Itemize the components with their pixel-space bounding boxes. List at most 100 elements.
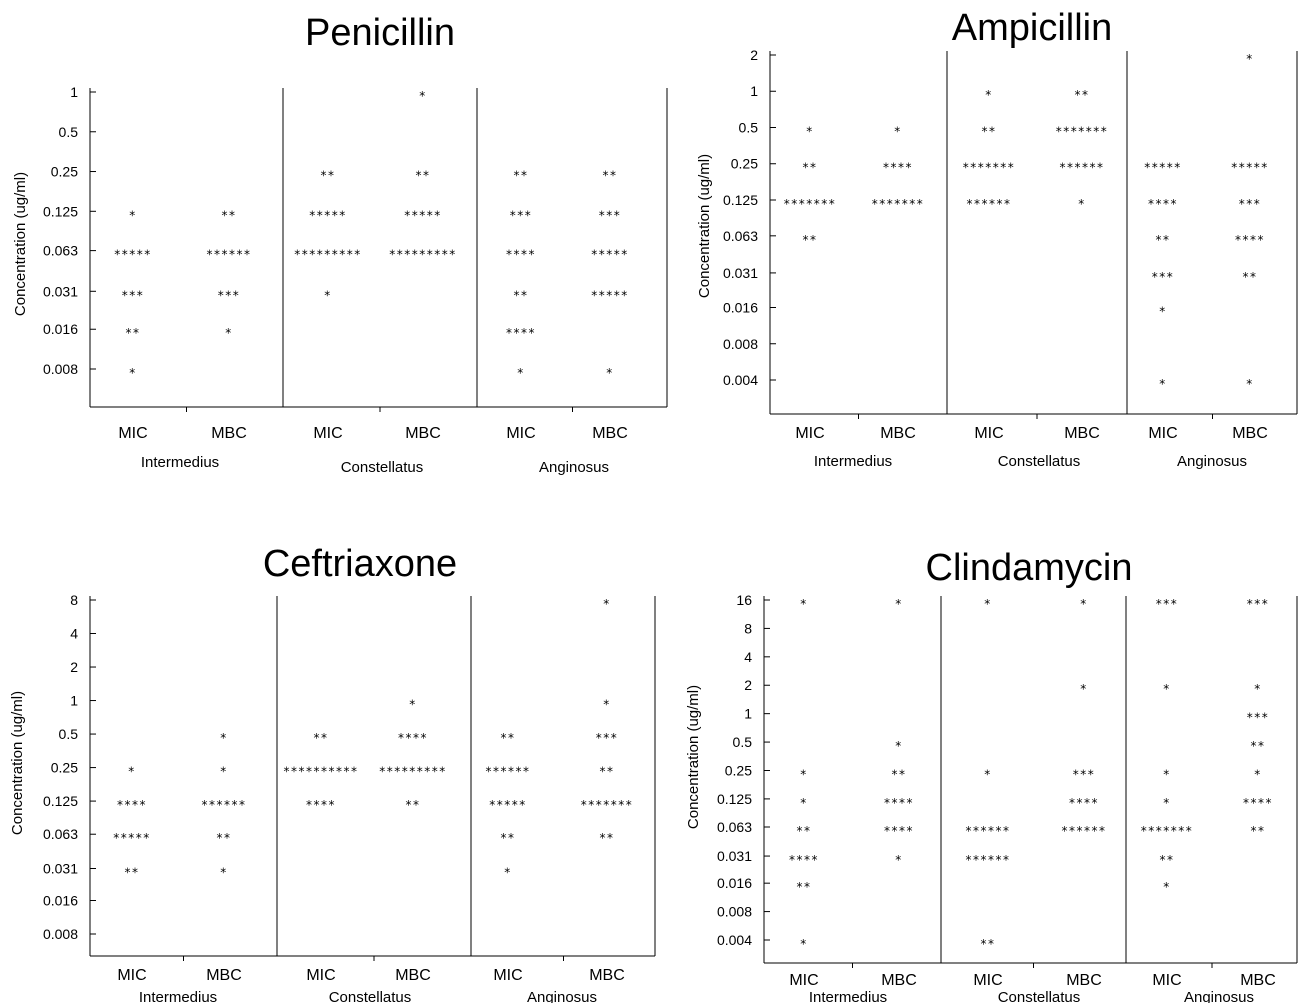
y-tick-label: 0.125: [43, 203, 78, 219]
data-point-stars: **: [797, 880, 812, 894]
x-group-label: Constellatus: [998, 989, 1081, 1003]
data-point-stars: ***: [1247, 597, 1270, 611]
y-axis-label: Concentration (ug/ml): [696, 154, 713, 298]
y-tick-label: 0.125: [43, 793, 78, 809]
x-category-label: MIC: [117, 967, 146, 984]
data-point-stars: *: [603, 698, 611, 712]
x-category-label: MIC: [306, 967, 335, 984]
chart-title: Ampicillin: [952, 7, 1112, 49]
data-point-stars: *****: [1231, 161, 1269, 175]
data-point-stars: ****: [117, 798, 147, 812]
y-tick-label: 0.063: [723, 228, 758, 244]
data-point-stars: ***: [599, 208, 622, 222]
data-point-stars: *******: [581, 798, 634, 812]
data-point-stars: *: [225, 326, 233, 340]
x-category-label: MBC: [1240, 972, 1276, 989]
data-point-stars: **: [222, 208, 237, 222]
y-tick-label: 0.5: [59, 124, 79, 140]
data-point-stars: *********: [389, 248, 457, 262]
data-point-stars: **: [797, 824, 812, 838]
data-point-stars: *: [894, 124, 902, 138]
data-point-stars: **: [982, 124, 997, 138]
y-tick-label: 1: [70, 693, 78, 709]
data-point-stars: *: [1163, 880, 1171, 894]
data-point-stars: *: [1254, 767, 1262, 781]
x-category-label: MIC: [118, 425, 147, 442]
y-tick-label: 0.25: [51, 164, 78, 180]
data-point-stars: *: [806, 124, 814, 138]
data-point-stars: *****: [113, 831, 151, 845]
data-point-stars: *: [800, 937, 808, 951]
y-tick-label: 0.008: [717, 904, 752, 920]
data-point-stars: *: [1163, 796, 1171, 810]
y-tick-label: 4: [70, 626, 78, 642]
y-tick-label: 0.125: [717, 791, 752, 807]
y-axis-label: Concentration (ug/ml): [9, 691, 26, 835]
data-point-stars: ******: [207, 248, 252, 262]
y-tick-label: 0.031: [43, 283, 78, 299]
data-point-stars: ****: [506, 326, 536, 340]
data-point-stars: *****: [1144, 161, 1182, 175]
y-tick-label: 0.25: [731, 156, 758, 172]
y-tick-label: 0.031: [717, 848, 752, 864]
data-point-stars: ****: [398, 731, 428, 745]
data-point-stars: **********: [284, 765, 359, 779]
x-category-label: MBC: [206, 967, 242, 984]
x-category-label: MBC: [1232, 425, 1268, 442]
x-category-label: MIC: [1152, 972, 1181, 989]
data-point-stars: ****: [884, 796, 914, 810]
y-tick-label: 0.008: [723, 336, 758, 352]
y-tick-label: 2: [744, 677, 752, 693]
data-point-stars: **: [514, 288, 529, 302]
x-category-label: MBC: [881, 972, 917, 989]
y-tick-label: 2: [70, 659, 78, 675]
chart-title: Ceftriaxone: [263, 543, 457, 585]
y-tick-label: 0.016: [43, 321, 78, 337]
data-point-stars: ****: [1235, 233, 1265, 247]
x-group-label: Constellatus: [341, 459, 424, 476]
data-point-stars: ***: [1073, 767, 1096, 781]
data-point-stars: *****: [591, 248, 629, 262]
data-point-stars: ****: [1148, 197, 1178, 211]
x-category-label: MIC: [506, 425, 535, 442]
data-point-stars: ******: [202, 798, 247, 812]
data-point-stars: *: [800, 796, 808, 810]
x-category-label: MBC: [589, 967, 625, 984]
data-point-stars: *: [419, 89, 427, 103]
y-axis-label: Concentration (ug/ml): [685, 685, 702, 829]
data-point-stars: *: [606, 366, 614, 380]
x-category-label: MIC: [789, 972, 818, 989]
data-point-stars: **: [514, 169, 529, 183]
y-tick-label: 0.5: [739, 119, 759, 135]
data-point-stars: *: [800, 767, 808, 781]
data-point-stars: ******: [966, 824, 1011, 838]
y-tick-label: 0.25: [725, 762, 752, 778]
data-point-stars: ****: [789, 853, 819, 867]
x-category-label: MIC: [974, 425, 1003, 442]
data-point-stars: *******: [1141, 824, 1194, 838]
chart-panel-ceftriaxone: Ceftriaxone Concentration (ug/ml) 8 4 2 1 0.5 0…: [9, 543, 656, 1003]
data-point-stars: **: [981, 937, 996, 951]
data-point-stars: *******: [784, 197, 837, 211]
data-point-stars: *****: [591, 288, 629, 302]
y-tick-label: 0.008: [43, 926, 78, 942]
data-point-stars: **: [1251, 824, 1266, 838]
y-tick-label: 0.031: [43, 861, 78, 877]
x-group-label: Constellatus: [998, 453, 1081, 470]
chart-panel-ampicillin: Ampicillin Concentration (ug/ml) 2 1 0.5 0.25…: [696, 7, 1298, 470]
data-point-stars: **: [1160, 853, 1175, 867]
y-tick-label: 0.125: [723, 192, 758, 208]
data-point-stars: **: [600, 831, 615, 845]
data-point-stars: *: [800, 597, 808, 611]
y-tick-label: 0.004: [717, 932, 752, 948]
data-point-stars: **: [600, 765, 615, 779]
y-tick-label: 0.063: [43, 243, 78, 259]
y-tick-label: 8: [70, 592, 78, 608]
y-tick-label: 0.063: [717, 819, 752, 835]
data-point-stars: **: [126, 326, 141, 340]
data-point-stars: *: [984, 767, 992, 781]
chart-panel-clindamycin: Clindamycin Concentration (ug/ml) 16 8 4 2 1 0.…: [685, 547, 1298, 1003]
x-category-label: MIC: [313, 425, 342, 442]
chart-title: Clindamycin: [926, 547, 1133, 589]
